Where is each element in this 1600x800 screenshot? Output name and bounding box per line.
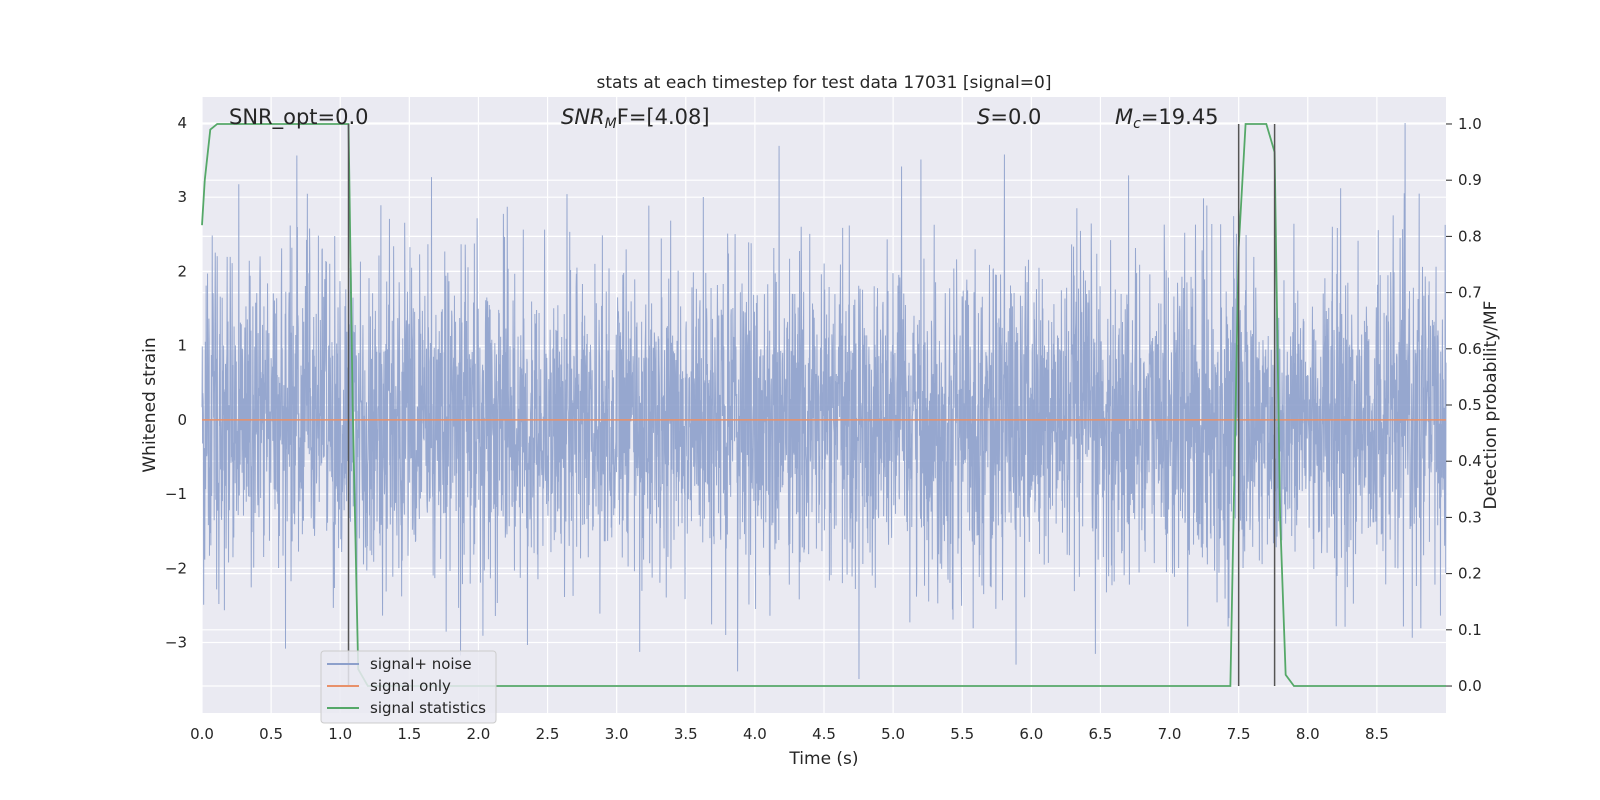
legend-label-statistics: signal statistics bbox=[370, 699, 486, 717]
x-tick-label: 3.0 bbox=[605, 725, 629, 743]
annotation-snr-opt: SNR_opt=0.0 bbox=[229, 105, 369, 130]
x-tick-label: 5.0 bbox=[881, 725, 905, 743]
y-right-tick-label: 0.6 bbox=[1458, 340, 1482, 358]
annotation-s: S=0.0 bbox=[977, 105, 1041, 129]
signal-statistics-series bbox=[201, 123, 1446, 687]
y-left-tick-labels: −3 −2 −1 0 1 2 3 4 bbox=[165, 114, 187, 652]
legend-label-signal-only: signal only bbox=[370, 677, 451, 695]
x-tick-label: 1.5 bbox=[397, 725, 421, 743]
y-right-tick-label: 0.7 bbox=[1458, 284, 1482, 302]
s-main: S bbox=[977, 105, 990, 129]
legend: signal+ noise signal only signal statist… bbox=[320, 650, 497, 724]
x-tick-label: 8.5 bbox=[1365, 725, 1389, 743]
x-tick-label: 2.5 bbox=[536, 725, 560, 743]
x-tick-label: 1.0 bbox=[328, 725, 352, 743]
legend-box bbox=[320, 650, 497, 724]
x-tick-label: 4.0 bbox=[743, 725, 767, 743]
x-axis-label: Time (s) bbox=[788, 749, 858, 769]
y-right-tick-label: 0.0 bbox=[1458, 677, 1482, 695]
y-right-axis-label: Detection probability/MF bbox=[1481, 301, 1501, 510]
x-tick-labels: 0.0 0.5 1.0 1.5 2.0 2.5 3.0 3.5 4.0 4.5 5.0 5.5 6.0 6… bbox=[190, 725, 1389, 743]
mc-sub: c bbox=[1133, 116, 1141, 132]
y-left-tick-label: 0 bbox=[177, 411, 187, 429]
y-right-tick-label: 0.8 bbox=[1458, 227, 1482, 245]
x-tick-label: 6.0 bbox=[1019, 725, 1043, 743]
x-tick-label: 7.0 bbox=[1158, 725, 1182, 743]
vertical-markers bbox=[347, 123, 1276, 687]
legend-label-noise: signal+ noise bbox=[370, 655, 472, 673]
mc-main: M bbox=[1115, 105, 1133, 129]
x-tick-label: 0.5 bbox=[259, 725, 283, 743]
x-tick-label: 8.0 bbox=[1296, 725, 1320, 743]
snr-mf-sub: M bbox=[605, 116, 617, 132]
mc-rest: =19.45 bbox=[1141, 105, 1219, 129]
y-left-tick-label: 2 bbox=[177, 262, 187, 280]
y-right-tick-label: 0.2 bbox=[1458, 565, 1482, 583]
x-tick-label: 6.5 bbox=[1089, 725, 1113, 743]
x-tick-label: 2.0 bbox=[467, 725, 491, 743]
x-tick-label: 5.5 bbox=[950, 725, 974, 743]
y-right-tick-label: 1.0 bbox=[1458, 115, 1482, 133]
y-left-tick-label: −3 bbox=[165, 633, 187, 651]
y-left-tick-label: −2 bbox=[165, 559, 187, 577]
y-left-tick-label: −1 bbox=[165, 485, 187, 503]
s-rest: =0.0 bbox=[990, 105, 1041, 129]
y-right-tick-label: 0.4 bbox=[1458, 452, 1482, 470]
y-right-tick-label: 0.5 bbox=[1458, 396, 1482, 414]
y-right-tick-label: 0.3 bbox=[1458, 508, 1482, 526]
y-left-tick-label: 1 bbox=[177, 337, 187, 355]
y-right-tick-label: 0.1 bbox=[1458, 621, 1482, 639]
x-tick-label: 3.5 bbox=[674, 725, 698, 743]
snr-mf-main: SNR bbox=[561, 105, 605, 129]
y-right-tick-label: 0.9 bbox=[1458, 171, 1482, 189]
x-tick-label: 4.5 bbox=[812, 725, 836, 743]
x-tick-label: 0.0 bbox=[190, 725, 214, 743]
snr-mf-rest: F=[4.08] bbox=[617, 105, 710, 129]
y-left-tick-label: 3 bbox=[177, 188, 187, 206]
chart-title: stats at each timestep for test data 170… bbox=[597, 73, 1052, 93]
annotation-snr-mf: SNRMF=[4.08] bbox=[561, 105, 710, 132]
y-left-tick-label: 4 bbox=[177, 114, 187, 132]
y-right-tick-labels: 0.0 0.1 0.2 0.3 0.4 0.5 0.6 0.7 0.8 0.9 1.0 bbox=[1446, 115, 1482, 695]
signal-statistics-line bbox=[201, 123, 1446, 687]
x-tick-label: 7.5 bbox=[1227, 725, 1251, 743]
y-left-axis-label: Whitened strain bbox=[140, 337, 160, 472]
annotation-mc: Mc=19.45 bbox=[1115, 105, 1219, 132]
